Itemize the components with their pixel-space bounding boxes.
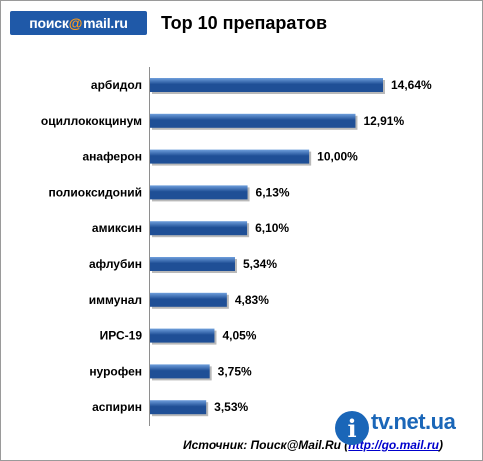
category-label: анаферон (82, 150, 142, 164)
chart-title: Top 10 препаратов (161, 13, 328, 33)
bar (150, 328, 215, 343)
category-label: ИРС-19 (100, 329, 143, 343)
bar (150, 149, 310, 164)
category-label: амиксин (92, 221, 142, 235)
category-label: полиоксидоний (49, 185, 142, 199)
tv-net-ua-watermark: i tv.net.ua (333, 403, 481, 457)
category-label: афлубин (89, 257, 142, 271)
category-label: оциллококцинум (41, 114, 142, 128)
category-label: иммунал (89, 293, 142, 307)
category-label: нурофен (89, 364, 142, 378)
source-link[interactable]: http://go.mail.ru (348, 438, 439, 452)
value-label: 3,75% (218, 364, 252, 378)
value-label: 6,10% (255, 221, 289, 235)
logo-text-right: mail.ru (83, 15, 128, 31)
value-label: 3,53% (214, 400, 248, 414)
source-suffix: ) (438, 438, 443, 452)
bar (150, 257, 235, 271)
value-label: 10,00% (317, 150, 358, 164)
bars-group: арбидол 14,64% оциллококцинум 12,91% анаферо… (41, 78, 432, 417)
source-note: Источник: Поиск@Mail.Ru (http://go.mail.… (183, 438, 443, 452)
watermark-text: tv.net.ua (371, 409, 456, 434)
bar (150, 78, 383, 92)
value-label: 5,34% (243, 257, 277, 271)
poisk-mail-logo: поиск @ mail.ru (10, 11, 147, 35)
value-label: 4,05% (222, 329, 256, 343)
bar (150, 364, 210, 379)
category-label: аспирин (92, 400, 142, 414)
bar (150, 221, 248, 236)
info-icon: i (335, 411, 369, 445)
bar (150, 400, 207, 415)
bar (150, 185, 248, 200)
value-label: 12,91% (363, 114, 404, 128)
bar (150, 292, 227, 307)
value-label: 4,83% (235, 293, 269, 307)
value-label: 14,64% (391, 78, 432, 92)
value-label: 6,13% (256, 185, 290, 199)
bar (150, 113, 356, 128)
logo-text-left: поиск (29, 15, 69, 31)
category-label: арбидол (91, 78, 142, 92)
source-prefix: Источник: Поиск@Mail.Ru ( (183, 438, 349, 452)
logo-at-sign: @ (68, 15, 83, 31)
category-axis-line (149, 67, 150, 426)
